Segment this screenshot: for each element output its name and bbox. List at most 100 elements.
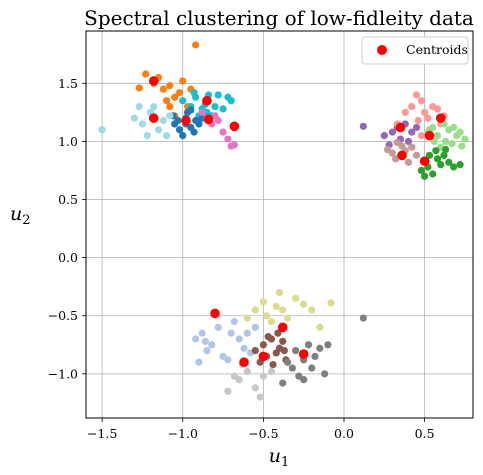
data-point bbox=[235, 335, 243, 343]
data-point bbox=[214, 323, 222, 331]
data-point bbox=[401, 108, 409, 116]
data-point bbox=[359, 122, 367, 130]
data-point bbox=[179, 77, 187, 85]
data-point bbox=[433, 105, 442, 113]
data-point bbox=[424, 114, 432, 122]
data-point bbox=[417, 97, 425, 105]
legend: Centroids bbox=[361, 36, 469, 65]
data-point bbox=[433, 131, 442, 140]
data-point bbox=[143, 131, 151, 140]
data-point bbox=[227, 97, 235, 105]
y-tick-label: −0.5 bbox=[48, 308, 78, 323]
data-point bbox=[414, 116, 422, 125]
data-point bbox=[292, 346, 300, 355]
centroid-point bbox=[148, 113, 159, 123]
data-point bbox=[211, 112, 219, 120]
data-point bbox=[230, 317, 238, 326]
data-point bbox=[393, 138, 401, 147]
data-point bbox=[175, 126, 184, 134]
data-point bbox=[267, 317, 276, 326]
data-point bbox=[98, 126, 106, 134]
centroid-point bbox=[181, 115, 191, 126]
data-point bbox=[179, 97, 187, 105]
data-point bbox=[380, 131, 388, 140]
data-point bbox=[166, 82, 174, 90]
y-tick-label: 1.5 bbox=[58, 76, 78, 91]
data-point bbox=[425, 151, 434, 159]
data-point bbox=[408, 102, 416, 111]
centroid-point bbox=[277, 322, 288, 333]
centroid-point bbox=[298, 349, 309, 359]
data-point bbox=[195, 358, 203, 366]
data-point bbox=[274, 329, 282, 337]
data-point bbox=[412, 151, 421, 159]
data-point bbox=[192, 41, 200, 49]
data-point bbox=[359, 314, 367, 322]
data-point bbox=[159, 116, 167, 125]
data-point bbox=[256, 393, 264, 401]
y-tick-label: 1.0 bbox=[58, 134, 78, 149]
data-points bbox=[98, 41, 469, 401]
chart-title: Spectral clustering of low-fidleity data bbox=[84, 6, 474, 30]
y-tick-label: −1.0 bbox=[48, 366, 78, 381]
data-point bbox=[279, 379, 287, 387]
centroid-point bbox=[202, 95, 212, 106]
data-point bbox=[408, 143, 416, 151]
data-point bbox=[251, 384, 259, 392]
data-point bbox=[279, 306, 287, 314]
data-point bbox=[283, 314, 292, 322]
data-point bbox=[292, 294, 300, 302]
data-point bbox=[272, 302, 280, 311]
data-point bbox=[316, 323, 324, 331]
data-point bbox=[461, 135, 469, 143]
data-point bbox=[421, 172, 429, 180]
data-point bbox=[138, 120, 147, 128]
data-point bbox=[412, 91, 421, 99]
data-point bbox=[192, 335, 200, 343]
data-point bbox=[263, 312, 271, 320]
data-point bbox=[324, 341, 332, 349]
data-point bbox=[224, 135, 232, 143]
data-point bbox=[456, 128, 464, 136]
data-point bbox=[437, 161, 445, 169]
data-point bbox=[440, 151, 448, 159]
data-point bbox=[166, 112, 174, 120]
data-point bbox=[445, 158, 453, 166]
data-point bbox=[267, 367, 276, 376]
data-point bbox=[211, 102, 219, 111]
data-point bbox=[251, 323, 259, 331]
centroid-point bbox=[419, 156, 430, 166]
data-point bbox=[432, 147, 440, 155]
data-point bbox=[308, 364, 316, 372]
data-point bbox=[195, 120, 203, 128]
data-point bbox=[417, 166, 425, 175]
data-point bbox=[404, 158, 413, 166]
data-point bbox=[283, 358, 292, 366]
data-point bbox=[201, 337, 209, 345]
y-axis-label: u2 bbox=[10, 203, 31, 228]
data-point bbox=[316, 344, 324, 352]
data-point bbox=[130, 114, 138, 122]
data-point bbox=[175, 88, 184, 97]
centroid-point bbox=[395, 122, 406, 133]
data-point bbox=[404, 137, 413, 146]
data-point bbox=[171, 93, 179, 101]
centroid-point bbox=[148, 76, 159, 86]
data-point bbox=[441, 137, 450, 146]
data-point bbox=[219, 105, 227, 113]
centroid-point bbox=[210, 308, 220, 319]
data-point bbox=[417, 131, 425, 140]
x-tick-label: −1.5 bbox=[87, 426, 117, 441]
centroid-point bbox=[258, 351, 269, 362]
data-point bbox=[327, 299, 335, 307]
data-point bbox=[224, 356, 232, 364]
legend-label-centroids: Centroids bbox=[406, 42, 468, 57]
data-point bbox=[174, 116, 182, 125]
data-point bbox=[321, 370, 329, 378]
data-point bbox=[275, 288, 284, 297]
legend-centroid-marker bbox=[377, 45, 387, 55]
data-point bbox=[264, 333, 272, 341]
data-point bbox=[433, 155, 442, 163]
data-point bbox=[190, 88, 198, 97]
data-point bbox=[243, 314, 251, 322]
